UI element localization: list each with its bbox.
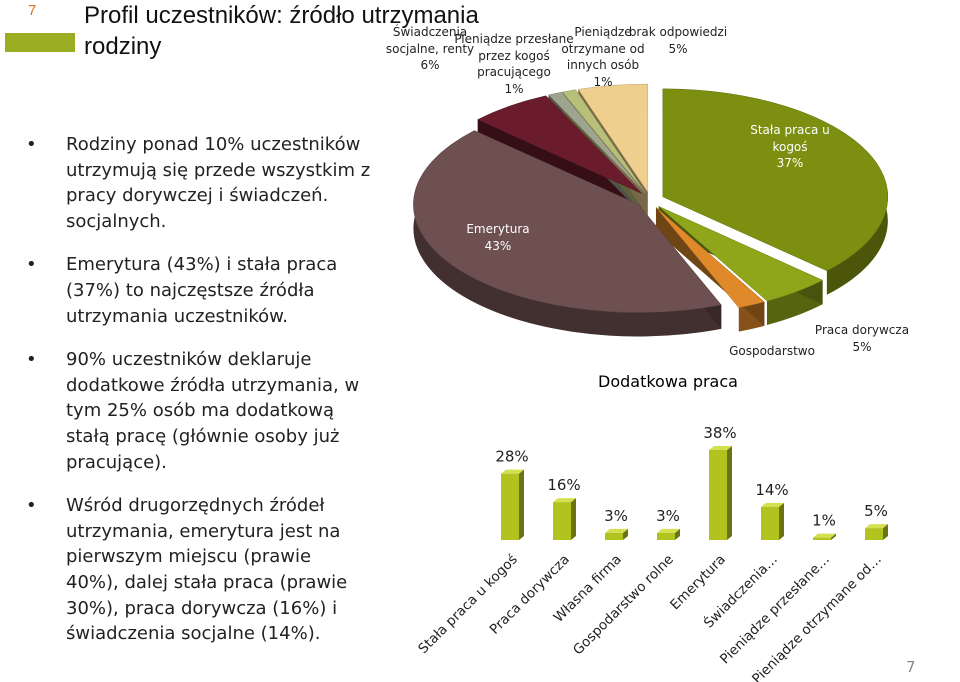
slice-value: 5% — [668, 41, 688, 56]
slice-value: 1% — [593, 74, 613, 89]
bar-side — [727, 446, 732, 540]
slice — [655, 207, 765, 308]
slice-name: Emerytura — [466, 222, 530, 236]
bullet-line: utrzymują się przede wszystkim z — [66, 159, 371, 181]
value-label: 14% — [755, 481, 788, 499]
bullet: Rodziny ponad 10% uczestników utrzymują s… — [26, 132, 376, 234]
x-tick-label: Gospodarstwo rolne — [570, 552, 677, 659]
bar-side — [831, 533, 836, 540]
chart-title: Dodatkowa praca — [598, 372, 738, 391]
bar-top — [709, 446, 732, 450]
bar — [657, 532, 675, 540]
bar-top — [865, 524, 888, 529]
title: Profil uczestników: źródło utrzymania ro… — [84, 0, 479, 62]
slice-name: Stała praca u kogoś — [750, 123, 830, 154]
bullet-line: utrzymania uczestników. — [66, 305, 288, 327]
bar — [761, 506, 779, 540]
bar-side — [571, 498, 576, 540]
bar — [709, 450, 727, 540]
slice-label: Świadczenia socjalne, renty 6% — [375, 24, 485, 74]
bullet-line: Wśród drugorzędnych źródeł — [66, 495, 325, 517]
value-label: 38% — [703, 424, 736, 442]
bar — [865, 528, 883, 540]
slice — [561, 89, 646, 193]
bullet-line: (37%) to najczęstsze źródła — [66, 279, 315, 301]
slice-value: 5% — [852, 339, 872, 354]
slice — [413, 130, 722, 313]
slice-name: brak odpowiedzi — [628, 25, 728, 39]
slice-label: Pieniądze przesłane przez kogoś pracując… — [454, 31, 574, 97]
bullet-line: pierwszym miejscu (prawie — [66, 546, 312, 568]
bar-side — [519, 469, 524, 540]
slice — [658, 206, 824, 302]
slice-name: Gospodarstwo — [729, 344, 815, 358]
bar-top — [657, 528, 680, 533]
title-line: Profil uczestników: źródło utrzymania — [84, 2, 479, 29]
value-label: 16% — [547, 476, 580, 494]
bullet-line: świadczenia socjalne (14%). — [66, 623, 321, 645]
slice-label: Praca dorywcza 5% — [807, 322, 917, 355]
bar-top — [813, 533, 836, 538]
slice-value: 1% — [504, 81, 524, 96]
bullet-list: Rodziny ponad 10% uczestników utrzymują s… — [26, 132, 376, 665]
bar — [553, 502, 571, 540]
slice-name: Pieniądze przesłane przez kogoś pracując… — [454, 32, 574, 79]
slice — [477, 95, 642, 194]
bullet: Wśród drugorzędnych źródeł utrzymania, em… — [26, 493, 376, 647]
value-label: 3% — [604, 507, 628, 525]
slice — [662, 88, 889, 272]
bullet-line: socjalnych. — [66, 210, 167, 232]
slice-name: Świadczenia socjalne, renty — [385, 25, 475, 56]
slice — [577, 83, 649, 193]
bar-side — [675, 528, 680, 540]
slice-label: brak odpowiedzi 5% — [628, 24, 728, 57]
slice-label: Gospodarstwo — [717, 343, 827, 360]
bullet-line: 30%), praca dorywcza (16%) i — [66, 597, 338, 619]
bullet-line: pracy dorywczej i świadczeń. — [66, 185, 329, 207]
slice-name: Pieniądze otrzymane od innych osób — [561, 25, 645, 72]
slice — [548, 91, 645, 193]
bar — [813, 537, 831, 540]
value-label: 1% — [812, 512, 836, 530]
bar-top — [761, 502, 784, 507]
bullet-line: dodatkowe źródła utrzymania, w — [66, 374, 360, 396]
value-label: 28% — [495, 448, 528, 466]
bullet-line: stałą pracę (głównie osoby już — [66, 425, 340, 447]
bar-side — [779, 502, 784, 540]
bullet: Emerytura (43%) i stała praca (37%) to na… — [26, 252, 376, 329]
bar — [605, 532, 623, 540]
slice-label: Pieniądze otrzymane od innych osób 1% — [548, 24, 658, 90]
slice-value: 6% — [420, 58, 440, 72]
accent-bar — [5, 33, 75, 52]
bar-top — [553, 498, 576, 503]
bar-top — [605, 528, 628, 533]
bullet-line: Emerytura (43%) i stała praca — [66, 254, 338, 276]
bar-top — [501, 469, 524, 474]
bullet-line: Rodziny ponad 10% uczestników — [66, 134, 361, 155]
slice-name: Praca dorywcza — [814, 323, 910, 337]
slide-number: 7 — [28, 2, 37, 19]
bar-side — [883, 524, 888, 540]
footer-number: 7 — [906, 658, 916, 676]
bar — [501, 473, 519, 540]
title-line: rodziny — [84, 33, 162, 60]
slice-label: Emerytura 43% — [453, 221, 543, 254]
value-label: 5% — [864, 502, 888, 520]
slice-value: 37% — [776, 156, 804, 170]
bullet-line: 40%), dalej stała praca (prawie — [66, 571, 348, 593]
bullet-line: 90% uczestników deklaruje — [66, 349, 312, 371]
bullet-line: utrzymania, emerytura jest na — [66, 520, 341, 542]
bullet: 90% uczestników deklaruje dodatkowe źródł… — [26, 347, 376, 475]
x-tick-label: Stała praca u kogoś — [415, 552, 521, 658]
slice-value: 43% — [484, 238, 512, 253]
slice-label: Stała praca u kogoś 37% — [750, 122, 830, 172]
bullet-line: tym 25% osób ma dodatkową — [66, 400, 335, 422]
value-label: 3% — [656, 507, 680, 525]
bullet-line: pracujące). — [66, 451, 167, 473]
bar-side — [623, 528, 628, 540]
